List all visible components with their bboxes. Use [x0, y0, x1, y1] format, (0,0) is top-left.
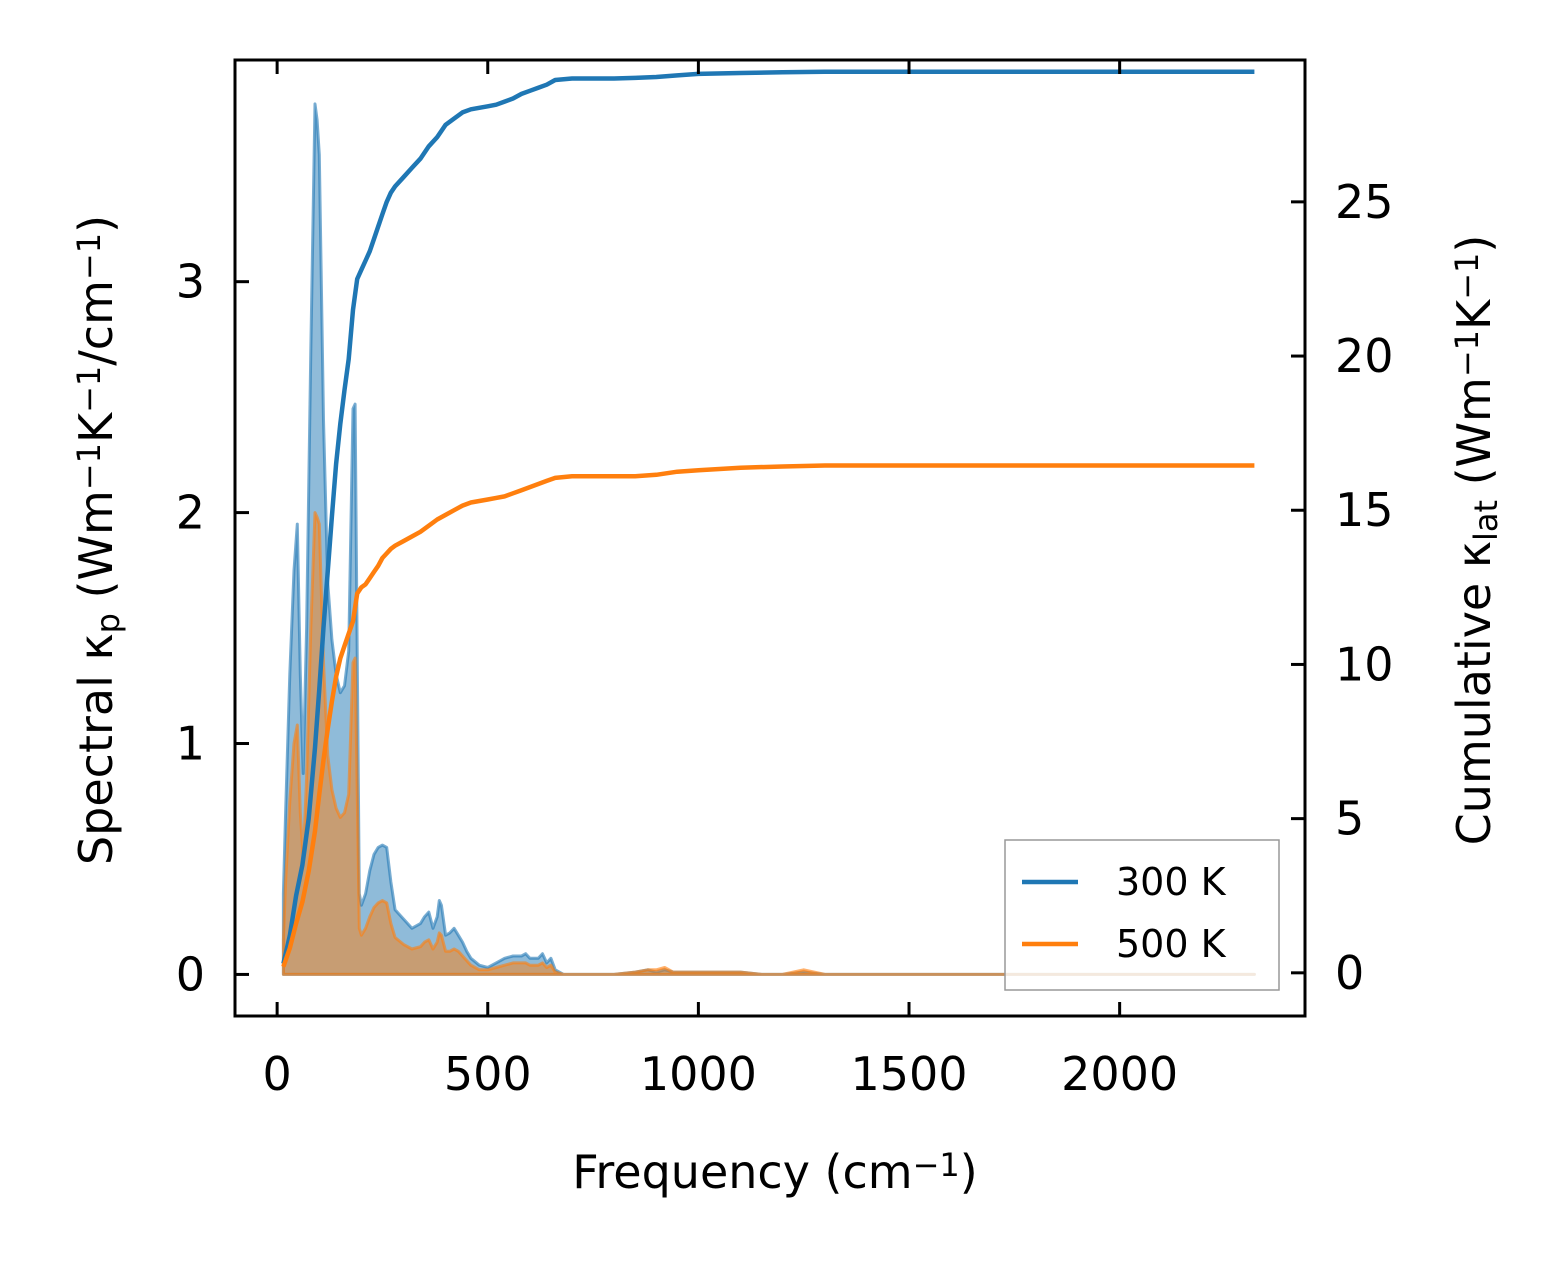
x-tick-label: 500	[444, 1047, 532, 1101]
series-lines	[281, 69, 1255, 968]
x-tick-label: 1500	[850, 1047, 967, 1101]
y-right-tick-label: 15	[1335, 483, 1394, 537]
y-right-tick-label: 5	[1335, 792, 1364, 846]
y-right-tick-label: 25	[1335, 175, 1394, 229]
legend-label-500k: 500 K	[1116, 922, 1227, 966]
ticks: 0 500 1000 1500 2000 0 1 2 3 0 5 10 15 20 25	[176, 60, 1394, 1101]
axes	[233, 58, 1307, 1018]
y-left-tick-label: 3	[176, 255, 205, 309]
legend-box	[1004, 839, 1280, 991]
legend: 300 K 500 K	[1004, 839, 1280, 991]
y-left-tick-label: 0	[176, 947, 205, 1001]
axis-labels: Frequency (cm−1) Spectral κp (Wm−1K−1/cm−…	[69, 215, 1505, 1199]
y-right-tick-label: 20	[1335, 329, 1394, 383]
legend-label-300k: 300 K	[1116, 860, 1227, 904]
y-right-tick-label: 0	[1335, 946, 1364, 1000]
x-tick-label: 0	[262, 1047, 291, 1101]
spectral-fill-500k	[281, 511, 1256, 976]
y-left-tick-label: 2	[176, 486, 205, 540]
y-right-tick-label: 10	[1335, 637, 1394, 691]
cumulative-line-500k	[281, 463, 1255, 968]
y-right-axis-label: Cumulative κlat (Wm−1K−1)	[1447, 235, 1505, 846]
plot-frame	[233, 58, 1307, 1018]
x-tick-label: 2000	[1061, 1047, 1178, 1101]
y-left-tick-label: 1	[176, 717, 205, 771]
x-axis-label: Frequency (cm−1)	[572, 1145, 977, 1199]
x-tick-label: 1000	[640, 1047, 757, 1101]
y-left-axis-label: Spectral κp (Wm−1K−1/cm−1)	[69, 215, 127, 865]
cumulative-line-300k	[281, 69, 1255, 965]
